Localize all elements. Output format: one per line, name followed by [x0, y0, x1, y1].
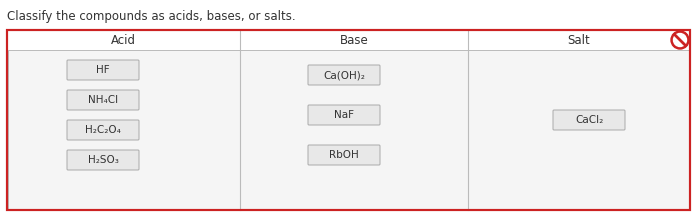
FancyBboxPatch shape — [67, 90, 139, 110]
Text: H₂C₂O₄: H₂C₂O₄ — [85, 125, 121, 135]
Text: NH₄Cl: NH₄Cl — [88, 95, 118, 105]
FancyBboxPatch shape — [308, 65, 380, 85]
Text: RbOH: RbOH — [329, 150, 359, 160]
FancyBboxPatch shape — [67, 60, 139, 80]
FancyBboxPatch shape — [308, 145, 380, 165]
Text: CaCl₂: CaCl₂ — [575, 115, 603, 125]
Text: H₂SO₃: H₂SO₃ — [88, 155, 118, 165]
Bar — [7, 30, 690, 210]
Circle shape — [671, 31, 689, 49]
Text: HF: HF — [96, 65, 110, 75]
Text: Classify the compounds as acids, bases, or salts.: Classify the compounds as acids, bases, … — [7, 10, 295, 23]
FancyBboxPatch shape — [67, 150, 139, 170]
Text: NaF: NaF — [334, 110, 354, 120]
Text: Base: Base — [340, 34, 368, 46]
Bar — [468, 50, 689, 209]
FancyBboxPatch shape — [308, 105, 380, 125]
Text: Ca(OH)₂: Ca(OH)₂ — [323, 70, 365, 80]
FancyBboxPatch shape — [553, 110, 625, 130]
Text: Acid: Acid — [111, 34, 136, 46]
Bar — [240, 50, 468, 209]
Text: Salt: Salt — [568, 34, 590, 46]
Bar — [8, 50, 240, 209]
Bar — [7, 30, 690, 210]
Circle shape — [673, 34, 687, 46]
FancyBboxPatch shape — [67, 120, 139, 140]
